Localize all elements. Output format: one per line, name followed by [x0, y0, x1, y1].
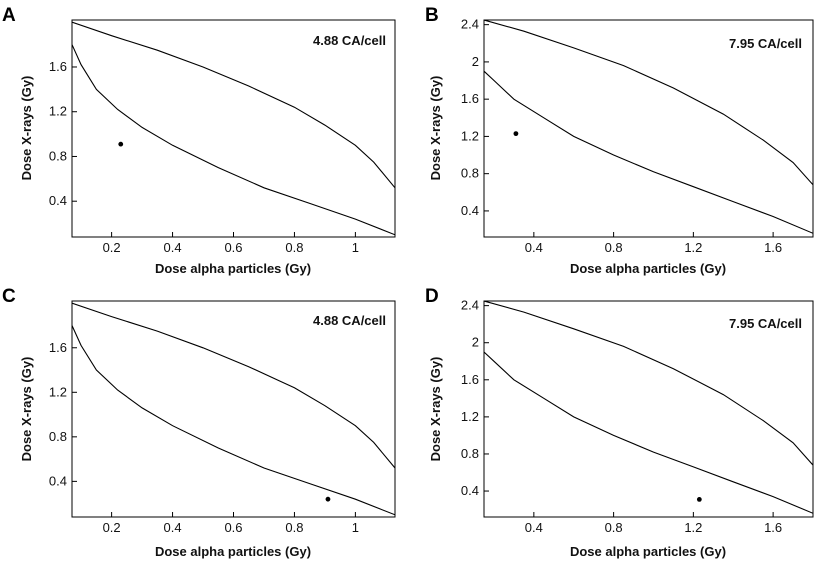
x-axis-label: Dose alpha particles (Gy)	[570, 261, 726, 276]
y-tick-label: 1.2	[461, 409, 479, 424]
plot-frame	[71, 300, 396, 518]
plot-frame	[71, 19, 396, 238]
plot-frame	[483, 19, 814, 238]
plot-marks: 0.4 0.8 1.2 1.6 0.4 0.8 1.2 1.6 2 2.4	[461, 298, 813, 535]
x-tick-label: 0.6	[224, 240, 242, 255]
lower-boundary-line	[484, 351, 813, 514]
x-tick-label: 0.6	[224, 520, 242, 535]
x-axis-label: Dose alpha particles (Gy)	[155, 261, 311, 276]
x-tick-label: 1.2	[684, 240, 702, 255]
y-tick-label: 0.8	[49, 148, 67, 163]
y-tick-label: 1.6	[461, 91, 479, 106]
x-tick-label: 0.8	[285, 240, 303, 255]
upper-boundary-line	[72, 21, 395, 189]
y-tick-label: 2	[472, 335, 479, 350]
x-tick-label: 0.2	[103, 520, 121, 535]
panel-d: D 0.4 0.8 1.2 1.6 0.4 0.8 1.2 1.6 2 2.4 7.95 CA/c…	[425, 286, 814, 559]
x-tick-label: 0.8	[605, 240, 623, 255]
upper-boundary-line	[72, 302, 395, 469]
y-tick-label: 1.2	[49, 104, 67, 119]
x-tick-label: 1	[352, 240, 359, 255]
x-tick-label: 1	[352, 520, 359, 535]
y-tick-label: 1.6	[461, 372, 479, 387]
y-tick-label: 2.4	[461, 298, 479, 313]
data-point	[696, 496, 702, 502]
x-tick-label: 1.6	[764, 520, 782, 535]
data-point	[513, 131, 519, 137]
y-tick-label: 2	[472, 54, 479, 69]
panel-letter: A	[2, 5, 16, 26]
y-axis-label: Dose X-rays (Gy)	[19, 76, 34, 181]
y-axis-label: Dose X-rays (Gy)	[19, 357, 34, 462]
lower-boundary-line	[484, 70, 813, 234]
x-tick-label: 0.4	[164, 240, 182, 255]
plot-frame	[483, 300, 814, 518]
x-tick-label: 0.8	[285, 520, 303, 535]
y-axis-label: Dose X-rays (Gy)	[428, 357, 443, 462]
plot-marks: 0.4 0.8 1.2 1.6 0.4 0.8 1.2 1.6 2 2.4	[461, 17, 813, 255]
x-tick-label: 0.8	[605, 520, 623, 535]
x-tick-label: 1.2	[684, 520, 702, 535]
upper-boundary-line	[484, 20, 813, 186]
x-axis-label: Dose alpha particles (Gy)	[570, 544, 726, 559]
annotation-label: 7.95 CA/cell	[729, 316, 802, 331]
y-tick-label: 0.8	[461, 166, 479, 181]
x-tick-label: 0.2	[103, 240, 121, 255]
plot-marks: 0.2 0.4 0.6 0.8 1 0.4 0.8 1.2 1.6	[49, 302, 395, 535]
panel-c: C 0.2 0.4 0.6 0.8 1 0.4 0.8 1.2 1.6 4.88 CA/cell…	[2, 286, 396, 559]
x-tick-label: 0.4	[525, 520, 543, 535]
annotation-label: 7.95 CA/cell	[729, 36, 802, 51]
y-tick-label: 1.6	[49, 59, 67, 74]
panel-letter: D	[425, 286, 439, 307]
data-point	[325, 496, 331, 502]
y-tick-label: 0.4	[461, 483, 479, 498]
x-tick-label: 0.4	[525, 240, 543, 255]
panel-b: B 0.4 0.8 1.2 1.6 0.4 0.8 1.2 1.6 2 2.4 7.95 CA/c…	[425, 5, 814, 276]
y-tick-label: 0.8	[461, 446, 479, 461]
lower-boundary-line	[72, 325, 395, 516]
y-tick-label: 1.6	[49, 340, 67, 355]
y-axis-label: Dose X-rays (Gy)	[428, 76, 443, 181]
upper-boundary-line	[484, 301, 813, 466]
y-tick-label: 0.8	[49, 429, 67, 444]
x-axis-label: Dose alpha particles (Gy)	[155, 544, 311, 559]
y-tick-label: 1.2	[49, 384, 67, 399]
annotation-label: 4.88 CA/cell	[313, 313, 386, 328]
panel-letter: C	[2, 286, 16, 307]
panel-letter: B	[425, 5, 439, 26]
y-tick-label: 2.4	[461, 17, 479, 32]
x-tick-label: 0.4	[164, 520, 182, 535]
y-tick-label: 1.2	[461, 128, 479, 143]
y-tick-label: 0.4	[49, 193, 67, 208]
plot-marks: 0.2 0.4 0.6 0.8 1 0.4 0.8 1.2 1.6	[49, 21, 395, 255]
data-point	[118, 141, 124, 147]
x-tick-label: 1.6	[764, 240, 782, 255]
lower-boundary-line	[72, 44, 395, 236]
annotation-label: 4.88 CA/cell	[313, 33, 386, 48]
y-tick-label: 0.4	[461, 203, 479, 218]
panel-a: A 0.2 0.4 0.6 0.8 1 0.4 0.8 1.2 1.6 4.88 CA/cell…	[2, 5, 396, 276]
y-tick-label: 0.4	[49, 473, 67, 488]
